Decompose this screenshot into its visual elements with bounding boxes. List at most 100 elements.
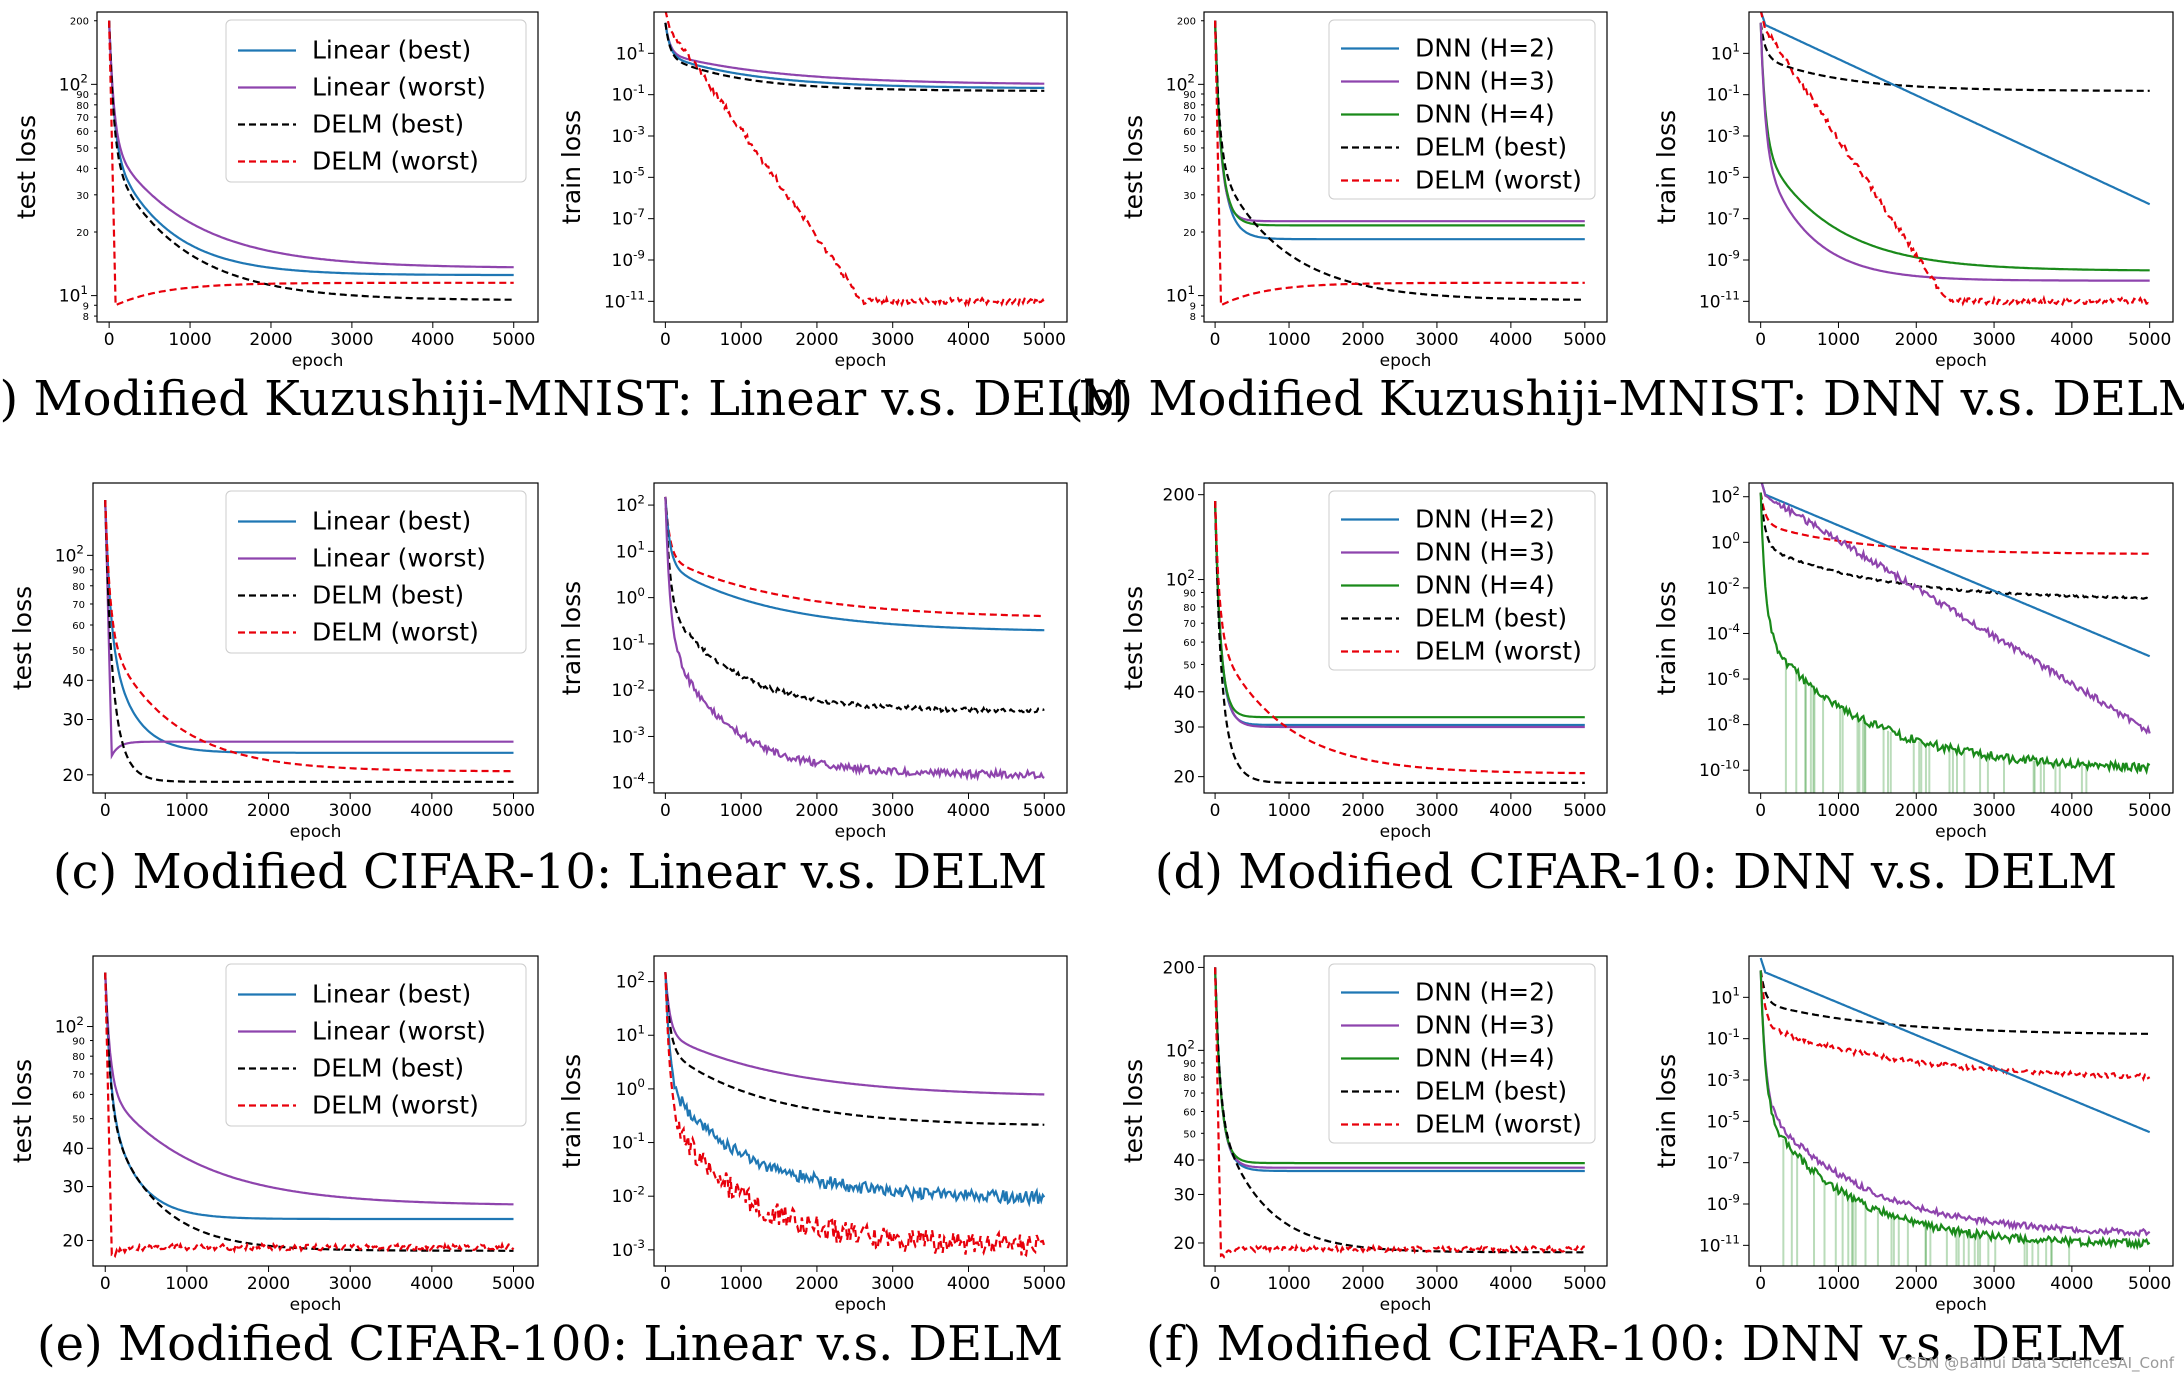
x-tick-label: 5000 bbox=[1023, 1274, 1066, 1294]
x-tick-label: 3000 bbox=[1415, 1274, 1458, 1294]
x-axis-label: epoch bbox=[1380, 351, 1432, 371]
y-axis-label: train loss bbox=[1652, 1054, 1681, 1168]
x-tick-label: 4000 bbox=[1489, 801, 1532, 821]
series-dnn-h-2- bbox=[1214, 20, 1585, 241]
y-minor-tick-label: 90 bbox=[76, 90, 89, 101]
series-group bbox=[108, 20, 514, 308]
y-tick-label: 10-5 bbox=[612, 165, 646, 189]
y-minor-tick-label: 50 bbox=[1183, 660, 1196, 671]
series-delm-best- bbox=[1214, 500, 1585, 785]
series-delm-worst- bbox=[104, 500, 514, 773]
y-axis-label: test loss bbox=[1119, 115, 1148, 219]
x-tick-label: 2000 bbox=[795, 1274, 838, 1294]
series-delm-worst- bbox=[1214, 500, 1585, 775]
y-tick-label: 10-10 bbox=[1699, 758, 1740, 782]
series-group bbox=[1759, 957, 2151, 1266]
y-tick-label: 10-5 bbox=[1707, 165, 1741, 189]
x-tick-label: 0 bbox=[104, 330, 115, 350]
x-tick-label: 1000 bbox=[1817, 330, 1860, 350]
y-minor-tick-label: 50 bbox=[1183, 144, 1196, 155]
x-tick-label: 0 bbox=[100, 1274, 111, 1294]
legend-label: DELM (worst) bbox=[312, 1091, 479, 1120]
spike-group bbox=[1784, 661, 2088, 793]
y-tick-label: 10-4 bbox=[612, 770, 646, 794]
y-tick-label: 100 bbox=[616, 585, 645, 609]
series-linear-worst- bbox=[104, 972, 514, 1206]
x-tick-label: 2000 bbox=[247, 1274, 290, 1294]
y-tick-label: 102 bbox=[616, 492, 645, 516]
legend-label: DELM (best) bbox=[312, 581, 464, 610]
y-tick-label: 10-1 bbox=[1707, 82, 1741, 106]
series-linear-best- bbox=[664, 22, 1045, 90]
y-axis-label: test loss bbox=[1119, 586, 1148, 690]
series-group bbox=[1759, 483, 2151, 793]
y-minor-tick-label: 90 bbox=[72, 566, 85, 577]
legend: Linear (best) Linear (worst) DELM (best) DE… bbox=[225, 963, 527, 1127]
chart-b-train: 0 1000 2000 3000 4000 5000 epoch 101 10-1 10-3 10-… bbox=[1652, 11, 2174, 371]
legend-box bbox=[225, 963, 527, 1127]
x-tick-label: 2000 bbox=[1895, 1274, 1938, 1294]
y-tick-label: 10-11 bbox=[1699, 289, 1740, 313]
series-linear-worst- bbox=[664, 22, 1045, 85]
y-tick-label: 101 bbox=[616, 41, 645, 65]
y-minor-tick-label: 50 bbox=[72, 1115, 85, 1126]
series-dnn-h-4- bbox=[1214, 20, 1585, 227]
x-axis-label: epoch bbox=[290, 1295, 342, 1315]
legend: Linear (best) Linear (worst) DELM (best) DE… bbox=[225, 490, 527, 654]
x-tick-label: 3000 bbox=[1972, 801, 2015, 821]
x-tick-label: 0 bbox=[1755, 1274, 1766, 1294]
y-tick-label: 30 bbox=[1173, 718, 1195, 738]
y-tick-label: 10-1 bbox=[612, 1130, 646, 1154]
series-delm-worst- bbox=[1759, 492, 2150, 555]
y-tick-label: 101 bbox=[1711, 41, 1740, 65]
legend-box bbox=[225, 19, 527, 183]
y-tick-label: 102 bbox=[1166, 567, 1195, 591]
series-delm-best- bbox=[108, 20, 514, 301]
plot-frame bbox=[1748, 11, 2174, 323]
legend-label: Linear (best) bbox=[312, 507, 471, 536]
x-tick-label: 1000 bbox=[720, 801, 763, 821]
series-group bbox=[1214, 20, 1585, 308]
legend-label: DELM (worst) bbox=[312, 147, 479, 176]
series-dnn-h-2- bbox=[1760, 483, 2151, 658]
y-minor-tick-label: 70 bbox=[72, 600, 85, 611]
x-tick-label: 5000 bbox=[1023, 801, 1066, 821]
x-tick-label: 5000 bbox=[492, 801, 535, 821]
series-dnn-h-2- bbox=[1214, 500, 1585, 727]
y-tick-label: 200 bbox=[1163, 958, 1195, 978]
y-tick-label: 10-2 bbox=[1707, 575, 1741, 599]
y-tick-label: 10-3 bbox=[1707, 1067, 1741, 1091]
x-tick-label: 0 bbox=[1210, 1274, 1221, 1294]
x-tick-label: 4000 bbox=[2050, 801, 2093, 821]
x-tick-label: 2000 bbox=[1895, 330, 1938, 350]
series-delm-worst- bbox=[664, 12, 1046, 308]
y-tick-label: 40 bbox=[1173, 1151, 1195, 1171]
y-minor-tick-label: 60 bbox=[1183, 638, 1196, 649]
series-linear-worst- bbox=[104, 500, 514, 760]
y-tick-label: 102 bbox=[1166, 1038, 1195, 1062]
legend-label: DELM (worst) bbox=[1415, 637, 1582, 666]
y-minor-tick-label: 8 bbox=[1190, 312, 1196, 323]
y-tick-label: 10-9 bbox=[1707, 247, 1741, 271]
series-dnn-h-3- bbox=[1759, 22, 2150, 282]
x-tick-label: 4000 bbox=[410, 1274, 453, 1294]
y-minor-tick-label: 70 bbox=[76, 113, 89, 124]
x-tick-label: 3000 bbox=[1415, 330, 1458, 350]
series-dnn-h-3- bbox=[1214, 20, 1585, 223]
x-tick-label: 2000 bbox=[1341, 801, 1384, 821]
series-delm-best- bbox=[664, 22, 1045, 92]
chart-d-train: 0 1000 2000 3000 4000 5000 epoch 102 100 10-2 10-4… bbox=[1652, 482, 2174, 842]
series-dnn-h-3- bbox=[1214, 967, 1585, 1169]
series-linear-worst- bbox=[664, 972, 1045, 1096]
x-tick-label: 4000 bbox=[1489, 330, 1532, 350]
legend-label: DELM (best) bbox=[312, 110, 464, 139]
series-delm-best- bbox=[104, 500, 514, 783]
series-delm-best- bbox=[1759, 22, 2150, 92]
plot-frame bbox=[1203, 11, 1608, 323]
x-tick-label: 0 bbox=[1210, 801, 1221, 821]
y-tick-label: 40 bbox=[1173, 683, 1195, 703]
y-minor-tick-label: 80 bbox=[72, 582, 85, 593]
y-tick-label: 10-3 bbox=[1707, 123, 1741, 147]
y-minor-tick-label: 90 bbox=[1183, 588, 1196, 599]
x-tick-label: 5000 bbox=[492, 1274, 535, 1294]
